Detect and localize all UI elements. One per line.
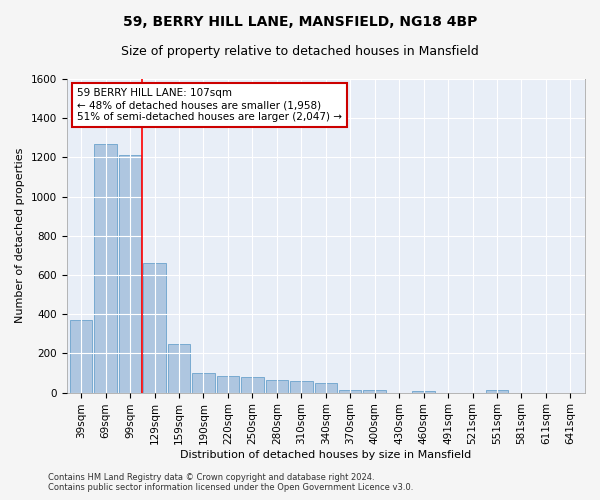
- Bar: [192, 373, 215, 392]
- Bar: [314, 383, 337, 392]
- Bar: [143, 263, 166, 392]
- Bar: [339, 390, 361, 392]
- Text: Contains HM Land Registry data © Crown copyright and database right 2024.
Contai: Contains HM Land Registry data © Crown c…: [48, 473, 413, 492]
- Y-axis label: Number of detached properties: Number of detached properties: [15, 148, 25, 324]
- Bar: [70, 320, 92, 392]
- Bar: [217, 376, 239, 392]
- Bar: [168, 344, 190, 392]
- Bar: [266, 380, 288, 392]
- Bar: [94, 144, 117, 392]
- X-axis label: Distribution of detached houses by size in Mansfield: Distribution of detached houses by size …: [180, 450, 472, 460]
- Bar: [412, 390, 435, 392]
- Bar: [290, 381, 313, 392]
- Text: Size of property relative to detached houses in Mansfield: Size of property relative to detached ho…: [121, 45, 479, 58]
- Bar: [486, 390, 508, 392]
- Bar: [119, 156, 142, 392]
- Text: 59 BERRY HILL LANE: 107sqm
← 48% of detached houses are smaller (1,958)
51% of s: 59 BERRY HILL LANE: 107sqm ← 48% of deta…: [77, 88, 342, 122]
- Bar: [241, 377, 263, 392]
- Bar: [364, 390, 386, 392]
- Text: 59, BERRY HILL LANE, MANSFIELD, NG18 4BP: 59, BERRY HILL LANE, MANSFIELD, NG18 4BP: [123, 15, 477, 29]
